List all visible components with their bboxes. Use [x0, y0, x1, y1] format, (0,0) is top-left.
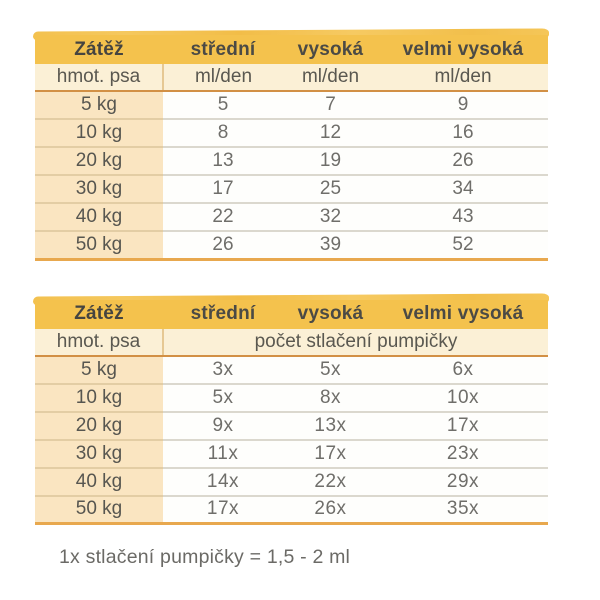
table-header-row: Zátěž střední vysoká velmi vysoká	[35, 299, 548, 329]
table-subheader-row: hmot. psa počet stlačení pumpičky	[35, 328, 548, 357]
column-header-very-high: velmi vysoká	[378, 299, 548, 329]
value-cell: 39	[283, 230, 378, 259]
value-cell: 8	[163, 118, 283, 147]
value-cell: 12	[283, 118, 378, 147]
table-row: 20 kg 13 19 26	[35, 146, 548, 175]
value-cell: 35x	[378, 494, 548, 524]
table-row: 30 kg 11x 17x 23x	[35, 438, 548, 468]
table-row: 50 kg 17x 26x 35x	[35, 494, 548, 524]
value-cell: 26x	[283, 494, 378, 524]
weight-cell: 5 kg	[35, 91, 163, 119]
weight-cell: 10 kg	[35, 118, 163, 147]
weight-header-cell: hmot. psa	[35, 328, 164, 357]
value-cell: 16	[378, 118, 548, 147]
pump-press-count-label: počet stlačení pumpičky	[163, 328, 548, 357]
value-cell: 5	[163, 91, 283, 119]
column-header-high: vysoká	[283, 299, 378, 329]
value-cell: 26	[163, 230, 283, 259]
pump-conversion-footnote: 1x stlačení pumpičky = 1,5 - 2 ml	[59, 546, 351, 568]
value-cell: 17x	[283, 438, 378, 468]
value-cell: 9	[378, 91, 548, 119]
value-cell: 9x	[163, 410, 283, 440]
value-cell: 6x	[378, 355, 548, 384]
value-cell: 19	[283, 146, 378, 175]
table-row: 30 kg 17 25 34	[35, 174, 548, 203]
table-row: 5 kg 3x 5x 6x	[35, 355, 548, 384]
value-cell: 34	[378, 174, 548, 203]
column-header-high: vysoká	[283, 35, 378, 64]
unit-cell: ml/den	[283, 64, 378, 92]
table-subheader-row: hmot. psa ml/den ml/den ml/den	[35, 64, 548, 92]
table-row: 20 kg 9x 13x 17x	[35, 410, 548, 440]
value-cell: 17x	[163, 494, 283, 524]
value-cell: 52	[378, 230, 548, 259]
load-header-cell: Zátěž	[35, 299, 163, 329]
value-cell: 17x	[378, 410, 548, 440]
weight-cell: 50 kg	[35, 494, 163, 524]
value-cell: 13x	[283, 410, 378, 440]
weight-cell: 40 kg	[35, 466, 163, 496]
load-header-cell: Zátěž	[35, 35, 163, 64]
weight-cell: 20 kg	[35, 410, 163, 440]
value-cell: 3x	[163, 355, 283, 384]
weight-cell: 30 kg	[35, 174, 163, 203]
table-row: 40 kg 14x 22x 29x	[35, 466, 548, 496]
weight-cell: 40 kg	[35, 202, 163, 231]
table-spacer	[35, 261, 600, 295]
value-cell: 10x	[378, 382, 548, 412]
weight-cell: 20 kg	[35, 146, 163, 175]
unit-cell: ml/den	[163, 64, 283, 92]
column-header-medium: střední	[163, 35, 283, 64]
unit-cell: ml/den	[378, 64, 548, 92]
value-cell: 23x	[378, 438, 548, 468]
dosage-table-pump-presses: Zátěž střední vysoká velmi vysoká hmot. …	[35, 299, 548, 525]
column-header-medium: střední	[163, 299, 283, 329]
value-cell: 22	[163, 202, 283, 231]
table-row: 10 kg 8 12 16	[35, 118, 548, 147]
value-cell: 26	[378, 146, 548, 175]
value-cell: 14x	[163, 466, 283, 496]
value-cell: 5x	[283, 355, 378, 384]
value-cell: 5x	[163, 382, 283, 412]
weight-cell: 5 kg	[35, 355, 163, 384]
weight-header-cell: hmot. psa	[35, 64, 164, 92]
value-cell: 11x	[163, 438, 283, 468]
table-row: 50 kg 26 39 52	[35, 230, 548, 259]
table-row: 10 kg 5x 8x 10x	[35, 382, 548, 412]
value-cell: 7	[283, 91, 378, 119]
value-cell: 32	[283, 202, 378, 231]
weight-cell: 10 kg	[35, 382, 163, 412]
weight-cell: 50 kg	[35, 230, 163, 259]
column-header-very-high: velmi vysoká	[378, 35, 548, 64]
table-row: 5 kg 5 7 9	[35, 91, 548, 119]
value-cell: 25	[283, 174, 378, 203]
value-cell: 13	[163, 146, 283, 175]
value-cell: 8x	[283, 382, 378, 412]
table-header-row: Zátěž střední vysoká velmi vysoká	[35, 35, 548, 64]
value-cell: 29x	[378, 466, 548, 496]
value-cell: 22x	[283, 466, 378, 496]
value-cell: 43	[378, 202, 548, 231]
value-cell: 17	[163, 174, 283, 203]
weight-cell: 30 kg	[35, 438, 163, 468]
table-row: 40 kg 22 32 43	[35, 202, 548, 231]
dosage-table-ml-per-day: Zátěž střední vysoká velmi vysoká hmot. …	[35, 35, 548, 261]
